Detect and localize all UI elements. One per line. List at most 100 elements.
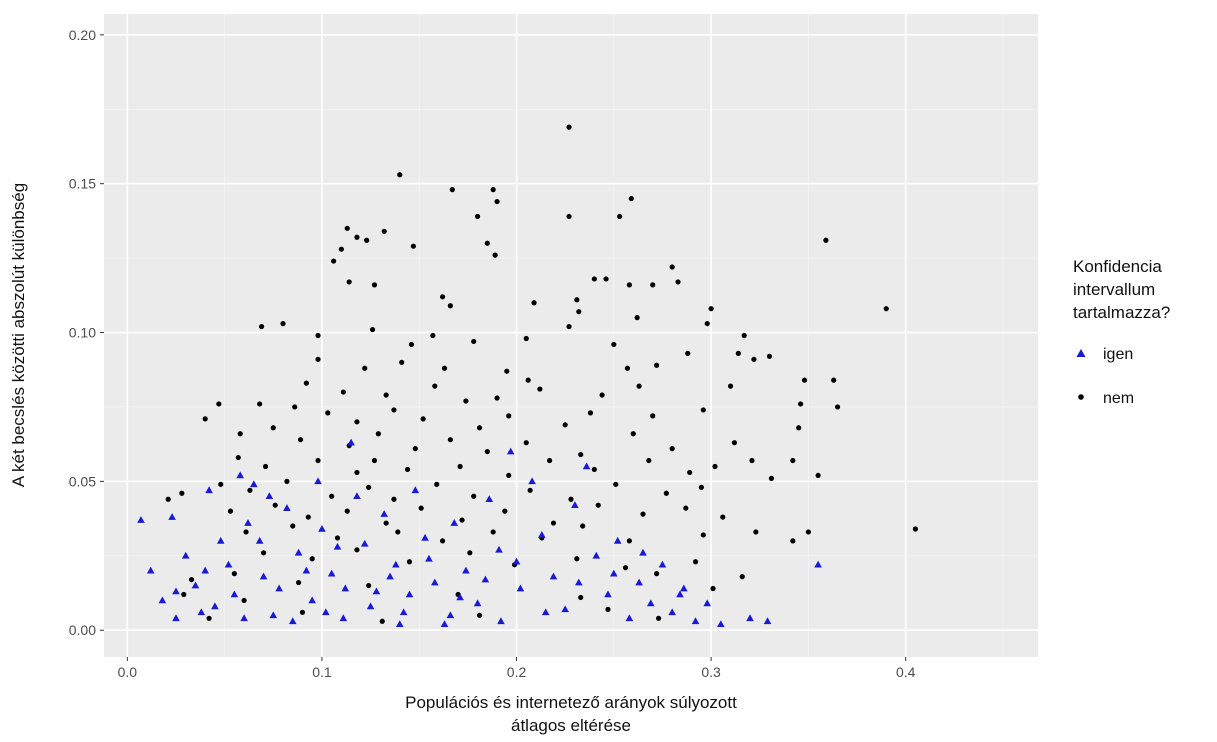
data-point-igen <box>172 614 180 622</box>
data-point-nem <box>471 338 477 345</box>
data-point-nem <box>798 401 804 407</box>
legend-title-line2: intervallum <box>1073 280 1155 299</box>
data-point-nem <box>340 389 346 395</box>
data-point-nem <box>237 431 243 437</box>
data-point-nem <box>531 300 537 306</box>
data-point-igen <box>541 608 550 616</box>
data-point-nem <box>305 514 311 520</box>
data-point-nem <box>188 577 195 583</box>
data-point-nem <box>815 472 821 479</box>
data-point-igen <box>592 551 601 559</box>
data-point-nem <box>284 478 290 484</box>
data-point-nem <box>550 520 557 526</box>
data-point-nem <box>603 276 609 282</box>
data-point-nem <box>490 187 496 193</box>
data-point-igen <box>201 566 209 574</box>
data-point-igen <box>372 587 381 595</box>
data-point-nem <box>366 484 372 490</box>
data-point-nem <box>329 493 335 499</box>
data-point-nem <box>430 332 436 339</box>
data-point-igen <box>395 620 404 628</box>
data-point-igen <box>392 560 400 568</box>
data-point-igen <box>255 536 264 544</box>
data-point-nem <box>801 377 808 383</box>
data-point-nem <box>447 303 453 309</box>
data-point-nem <box>165 496 171 502</box>
data-point-nem <box>617 213 623 220</box>
data-point-igen <box>308 596 317 604</box>
data-point-nem <box>303 380 309 386</box>
data-point-nem <box>568 496 574 502</box>
data-point-igen <box>512 557 521 565</box>
data-point-nem <box>235 454 241 461</box>
data-point-igen <box>506 447 515 455</box>
data-point-igen <box>347 438 355 446</box>
data-point-nem <box>397 172 403 178</box>
data-point-nem <box>710 585 716 592</box>
data-point-nem <box>574 297 580 303</box>
legend-label-nem: nem <box>1103 390 1134 407</box>
data-point-nem <box>527 487 533 493</box>
data-point-nem <box>654 571 660 577</box>
data-point-igen <box>339 614 348 622</box>
data-point-igen <box>763 617 772 625</box>
data-point-nem <box>375 431 381 437</box>
data-point-nem <box>628 195 634 202</box>
data-point-nem <box>181 591 187 598</box>
data-point-nem <box>655 615 662 621</box>
data-point-igen <box>314 477 322 485</box>
data-point-nem <box>371 282 378 288</box>
data-point-igen <box>625 614 634 622</box>
data-point-igen <box>283 504 291 511</box>
data-point-nem <box>295 579 302 586</box>
data-point-igen <box>430 578 439 586</box>
data-point-nem <box>599 392 605 398</box>
legend: Konfidencia intervallum tartalmazza? ige… <box>1073 257 1170 407</box>
x-axis-title-line1: Populációs és internetező arányok súlyoz… <box>405 693 737 712</box>
y-axis-ticks: 0.00 0.05 0.10 0.15 0.20 <box>69 27 104 638</box>
data-point-igen <box>462 566 470 574</box>
data-point-igen <box>495 545 503 553</box>
data-point-igen <box>322 608 330 616</box>
data-point-igen <box>658 560 667 568</box>
data-point-nem <box>685 350 691 356</box>
data-point-igen <box>288 617 297 625</box>
data-point-nem <box>566 124 572 130</box>
data-point-igen <box>549 572 558 580</box>
data-point-nem <box>280 320 286 327</box>
data-point-igen <box>259 572 268 580</box>
data-point-nem <box>325 410 331 416</box>
plot-panel <box>104 14 1038 657</box>
data-point-igen <box>205 486 213 494</box>
x-tick-label: 0.0 <box>118 664 138 680</box>
data-point-nem <box>315 332 321 339</box>
data-point-nem <box>494 395 500 401</box>
data-point-igen <box>604 590 612 598</box>
data-point-nem <box>636 383 642 389</box>
data-point-nem <box>395 529 401 535</box>
data-point-nem <box>476 425 483 431</box>
data-point-nem <box>613 481 619 487</box>
data-point-igen <box>440 620 449 628</box>
data-point-igen <box>230 590 239 598</box>
data-point-nem <box>202 416 208 422</box>
data-point-nem <box>299 609 306 615</box>
data-point-nem <box>790 538 796 544</box>
data-point-nem <box>404 466 411 473</box>
data-point-nem <box>262 463 269 470</box>
data-point-nem <box>272 502 278 508</box>
data-point-nem <box>257 401 263 407</box>
legend-circle-icon <box>1078 394 1084 400</box>
data-point-nem <box>459 517 465 523</box>
data-point-nem <box>749 457 755 464</box>
data-point-nem <box>912 526 919 532</box>
legend-label-igen: igen <box>1103 346 1133 363</box>
data-point-nem <box>344 225 350 231</box>
data-point-nem <box>634 315 640 321</box>
data-point-nem <box>297 437 304 443</box>
data-point-nem <box>622 565 629 571</box>
data-point-nem <box>578 451 584 458</box>
data-point-nem <box>408 341 415 348</box>
data-point-igen <box>613 536 622 544</box>
data-point-nem <box>410 243 416 249</box>
